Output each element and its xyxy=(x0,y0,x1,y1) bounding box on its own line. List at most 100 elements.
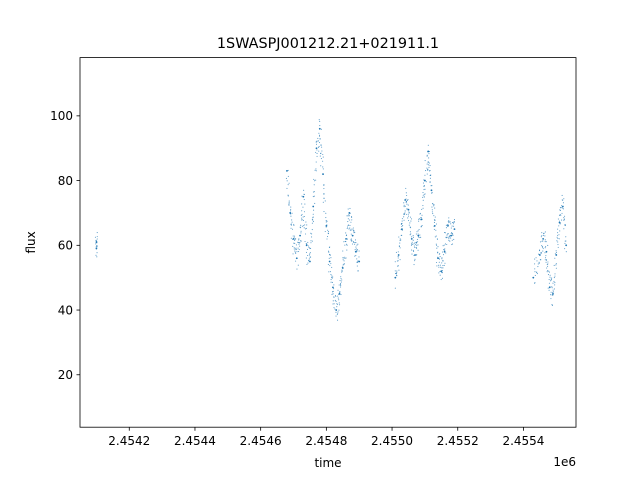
data-point xyxy=(298,239,300,241)
data-point xyxy=(444,243,447,245)
data-point xyxy=(540,236,542,238)
data-point xyxy=(417,234,420,237)
data-point xyxy=(293,235,296,237)
data-point xyxy=(323,193,325,195)
data-point xyxy=(416,238,418,240)
data-point xyxy=(304,240,306,243)
data-point xyxy=(405,202,407,204)
data-point xyxy=(405,187,407,189)
data-point xyxy=(404,210,406,212)
data-point xyxy=(323,211,325,213)
data-point xyxy=(561,194,563,197)
data-point xyxy=(329,271,332,273)
data-point xyxy=(400,239,402,241)
data-point xyxy=(442,245,444,247)
data-point xyxy=(549,276,551,278)
data-point xyxy=(331,281,333,284)
data-point xyxy=(414,254,416,256)
data-point xyxy=(305,221,307,223)
data-point xyxy=(306,248,309,250)
data-point xyxy=(94,236,96,238)
data-point xyxy=(409,216,412,218)
data-point xyxy=(426,154,428,156)
data-point xyxy=(302,206,304,208)
data-point xyxy=(552,289,554,291)
data-point xyxy=(451,222,454,224)
data-point xyxy=(545,250,548,253)
data-point xyxy=(330,274,332,276)
data-point xyxy=(437,257,439,260)
data-point xyxy=(327,233,330,235)
data-point xyxy=(305,257,307,259)
data-point xyxy=(415,246,417,249)
data-point xyxy=(296,249,298,251)
data-point xyxy=(337,319,339,321)
data-point xyxy=(554,273,556,275)
data-point xyxy=(327,229,329,231)
data-point xyxy=(347,208,349,210)
data-point xyxy=(564,248,566,250)
data-point xyxy=(336,306,338,308)
data-point xyxy=(561,207,563,209)
data-point xyxy=(357,243,359,245)
data-point xyxy=(345,243,348,245)
data-point xyxy=(429,181,431,183)
data-point xyxy=(560,214,562,216)
data-point xyxy=(561,212,563,214)
data-point xyxy=(335,295,337,297)
data-point xyxy=(338,309,340,311)
data-point xyxy=(410,218,413,220)
data-point xyxy=(318,132,320,134)
data-point xyxy=(409,222,411,224)
data-point xyxy=(554,275,556,277)
data-point xyxy=(412,249,414,252)
data-point xyxy=(542,237,545,240)
data-point xyxy=(538,253,540,255)
data-point xyxy=(547,270,549,272)
data-point xyxy=(304,224,306,226)
data-point xyxy=(95,241,98,243)
data-point xyxy=(441,272,444,274)
data-point xyxy=(354,239,357,241)
data-point xyxy=(446,224,449,227)
x-tick-label: 2.4550 xyxy=(371,434,413,448)
data-point xyxy=(291,212,293,214)
data-point xyxy=(449,236,451,238)
data-point xyxy=(564,215,566,217)
data-point xyxy=(303,211,306,213)
data-point xyxy=(322,168,324,170)
data-point xyxy=(293,248,295,250)
data-point xyxy=(315,143,318,145)
data-point xyxy=(398,236,400,238)
data-point xyxy=(439,270,441,273)
data-point xyxy=(534,282,536,284)
data-point xyxy=(534,268,536,270)
data-point xyxy=(551,304,553,307)
data-point xyxy=(286,180,288,182)
data-point xyxy=(295,244,297,246)
data-point xyxy=(408,211,410,213)
x-tick-label: 2.4544 xyxy=(174,434,216,448)
data-point xyxy=(407,199,409,201)
data-point xyxy=(347,215,349,217)
data-point xyxy=(537,266,539,268)
data-point xyxy=(403,202,405,204)
data-point xyxy=(542,240,544,242)
data-point xyxy=(348,228,350,230)
data-point xyxy=(419,212,422,214)
data-point xyxy=(335,300,337,302)
data-point xyxy=(403,219,405,221)
data-point xyxy=(443,264,445,266)
data-point xyxy=(448,238,450,240)
data-point xyxy=(450,237,452,239)
data-point xyxy=(295,248,297,250)
data-point xyxy=(426,167,428,169)
data-point xyxy=(394,287,396,289)
data-point xyxy=(407,208,410,211)
data-point xyxy=(315,151,317,153)
data-point xyxy=(342,264,344,266)
data-point xyxy=(554,253,556,255)
data-point xyxy=(563,228,565,230)
data-point xyxy=(563,218,565,220)
data-point xyxy=(563,219,565,221)
